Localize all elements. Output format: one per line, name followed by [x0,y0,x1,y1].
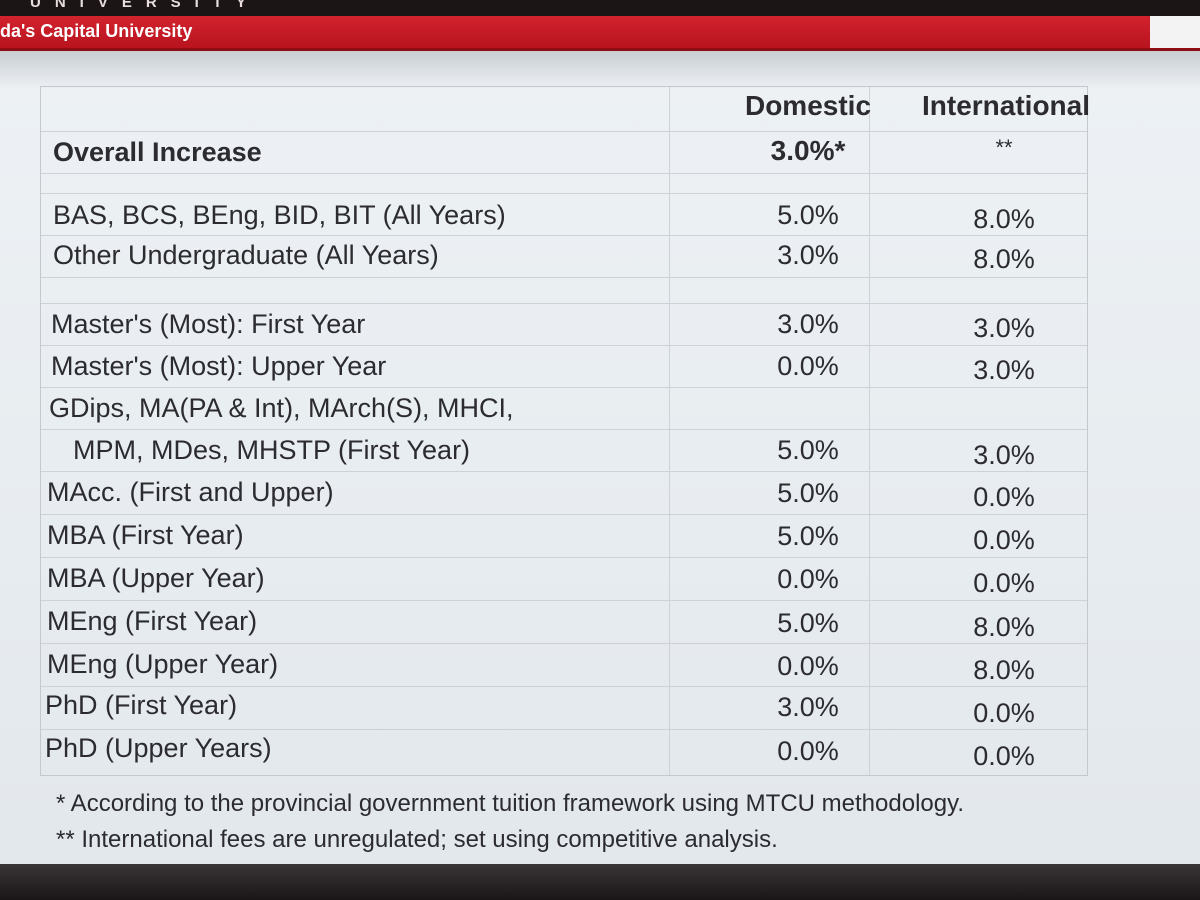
header-row: Domestic International [41,87,1090,131]
program-label: Master's (Most): Upper Year [51,351,387,381]
program-label: BAS, BCS, BEng, BID, BIT (All Years) [53,200,506,230]
domestic-value: 5.0% [777,200,839,230]
university-wordmark: UNIVERSITY [30,0,261,11]
column-divider [669,87,670,775]
overall-international-value: ** [995,135,1013,160]
table-row: MBA (Upper Year) 0.0% 0.0% [41,557,1087,601]
table-row: PhD (First Year) 3.0% 0.0% [41,686,1087,730]
domestic-value: 3.0% [777,692,839,722]
domestic-value: 5.0% [777,478,839,508]
program-label: MBA (Upper Year) [47,563,265,593]
bottom-dark-bar [0,864,1200,900]
spacer-row [41,173,1087,194]
program-label: PhD (Upper Years) [45,733,272,763]
international-value: 0.0% [973,741,1035,771]
international-value: 0.0% [973,525,1035,555]
international-value: 0.0% [973,482,1035,512]
international-value: 8.0% [973,204,1035,234]
program-label: Master's (Most): First Year [51,309,366,339]
international-value: 8.0% [973,612,1035,642]
top-dark-bar: UNIVERSITY [0,0,1200,16]
column-header-domestic: Domestic [744,90,872,121]
tuition-increase-table: Domestic International Overall Increase … [40,86,1090,776]
international-value: 3.0% [973,355,1035,385]
program-label: MEng (First Year) [47,606,258,636]
program-label: GDips, MA(PA & Int), MArch(S), MHCI, [49,393,514,423]
program-label: MEng (Upper Year) [47,649,279,679]
domestic-value: 5.0% [777,608,839,638]
header-shadow [0,51,1200,91]
domestic-value: 5.0% [777,521,839,551]
table-row: Master's (Most): Upper Year 0.0% 3.0% [41,345,1087,388]
table-row: MAcc. (First and Upper) 5.0% 0.0% [41,471,1087,515]
program-label: Other Undergraduate (All Years) [53,240,439,270]
header-red-band: da's Capital University [0,16,1200,51]
international-value: 3.0% [973,440,1035,470]
program-label: MPM, MDes, MHSTP (First Year) [73,435,471,465]
international-value: 8.0% [973,244,1035,274]
domestic-value: 0.0% [777,651,839,681]
table-row: GDips, MA(PA & Int), MArch(S), MHCI, [41,387,1087,430]
program-label: MAcc. (First and Upper) [47,477,334,507]
university-tagline: da's Capital University [0,21,193,41]
table-row: MEng (Upper Year) 0.0% 8.0% [41,643,1087,687]
international-value: 0.0% [973,698,1035,728]
domestic-value: 0.0% [777,564,839,594]
overall-increase-label: Overall Increase [53,137,262,167]
spacer-row [41,277,1087,304]
column-header-international: International [921,90,1090,121]
table-row: MEng (First Year) 5.0% 8.0% [41,600,1087,644]
footnote-international: ** International fees are unregulated; s… [56,826,778,853]
domestic-value: 3.0% [777,240,839,270]
table-row: Other Undergraduate (All Years) 3.0% 8.0… [41,235,1087,278]
column-divider [869,87,870,775]
domestic-value: 0.0% [777,736,839,766]
table-row: Master's (Most): First Year 3.0% 3.0% [41,303,1087,346]
international-value: 3.0% [973,313,1035,343]
overall-increase-row: Overall Increase 3.0%* ** [41,131,1087,174]
table-row: MPM, MDes, MHSTP (First Year) 5.0% 3.0% [41,429,1087,472]
domestic-value: 0.0% [777,351,839,381]
header-right-panel [1150,16,1200,48]
international-value: 0.0% [973,568,1035,598]
overall-domestic-value: 3.0%* [770,135,846,166]
table-row: BAS, BCS, BEng, BID, BIT (All Years) 5.0… [41,193,1087,236]
table-row: PhD (Upper Years) 0.0% 0.0% [41,729,1087,776]
table-row: MBA (First Year) 5.0% 0.0% [41,514,1087,558]
program-label: PhD (First Year) [45,690,238,720]
footnote-domestic: * According to the provincial government… [56,790,964,817]
domestic-value: 3.0% [777,309,839,339]
domestic-value: 5.0% [777,435,839,465]
program-label: MBA (First Year) [47,520,244,550]
international-value: 8.0% [973,655,1035,685]
